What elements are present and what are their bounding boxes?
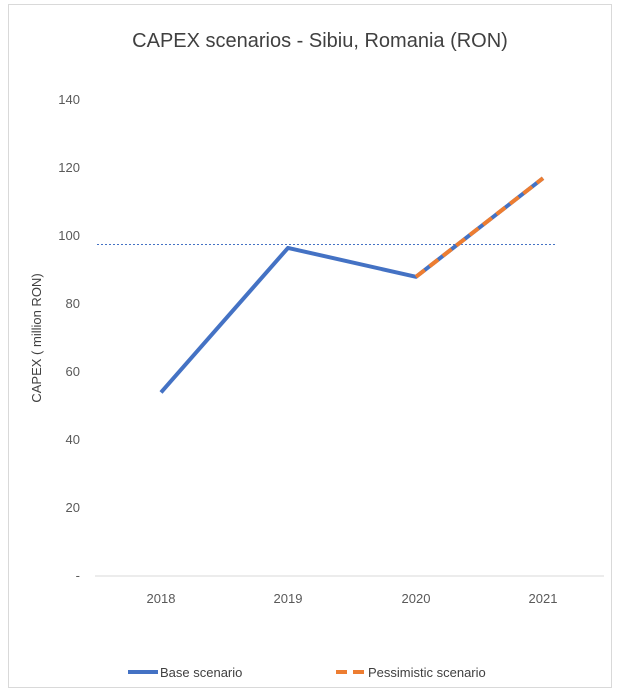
y-tick-label: 20	[66, 500, 80, 515]
y-tick-label: 120	[58, 160, 80, 175]
y-tick-label: 60	[66, 364, 80, 379]
legend: Base scenario Pessimistic scenario	[128, 665, 486, 680]
y-tick-label: -	[76, 568, 80, 583]
chart-frame	[8, 4, 612, 688]
x-tick-label: 2018	[147, 591, 176, 606]
y-tick-label: 80	[66, 296, 80, 311]
y-tick-label: 100	[58, 228, 80, 243]
x-tick-label: 2020	[402, 591, 431, 606]
y-axis-title: CAPEX ( million RON)	[29, 273, 44, 402]
legend-label-pessimistic: Pessimistic scenario	[368, 665, 486, 680]
y-tick-label: 40	[66, 432, 80, 447]
series-line-base	[159, 176, 545, 394]
series-layer	[159, 176, 545, 394]
legend-label-base: Base scenario	[160, 665, 242, 680]
y-axis-ticks: - 20 40 60 80 100 120 140	[58, 92, 80, 583]
x-tick-label: 2021	[529, 591, 558, 606]
chart-title: CAPEX scenarios - Sibiu, Romania (RON)	[132, 30, 508, 52]
series-line-pessimistic	[414, 176, 545, 279]
x-tick-label: 2019	[274, 591, 303, 606]
y-tick-label: 140	[58, 92, 80, 107]
x-axis-ticks: 2018 2019 2020 2021	[147, 591, 558, 606]
